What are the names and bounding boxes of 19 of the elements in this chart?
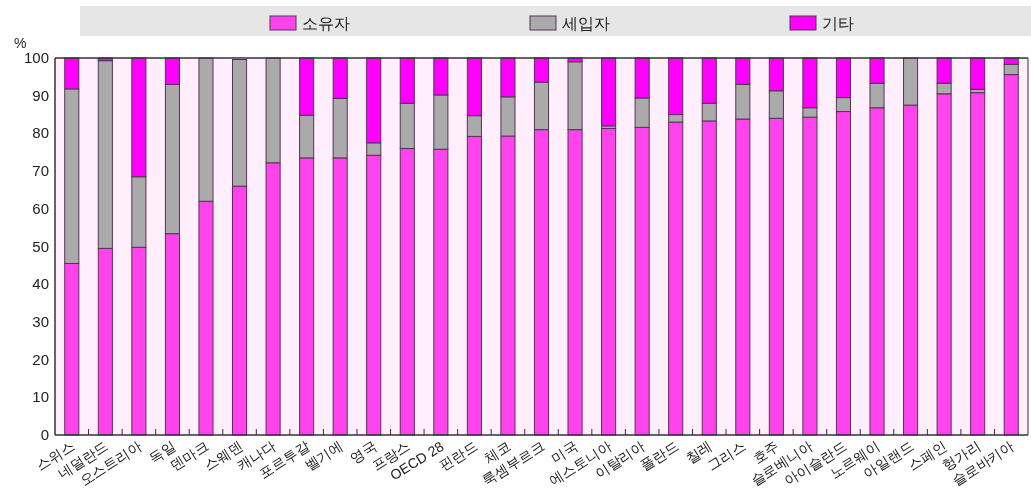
y-tick-label: 50 (32, 237, 49, 255)
y-tick-label: 60 (32, 199, 49, 217)
y-tick-label: 40 (32, 275, 49, 293)
legend-label: 세입자 (562, 15, 610, 32)
bar (601, 128, 617, 436)
bar (601, 57, 617, 127)
y-tick-label: 30 (32, 312, 49, 330)
legend-label: 기타 (822, 15, 854, 32)
y-tick-label: 100 (23, 49, 49, 66)
y-tick-label: 70 (32, 162, 49, 180)
bar (970, 92, 986, 436)
y-tick-label: 0 (40, 426, 49, 443)
y-tick-label: 90 (32, 86, 49, 104)
bar (970, 57, 986, 90)
y-tick-label: 10 (32, 388, 49, 406)
y-axis-title: % (14, 35, 27, 51)
legend-label: 소유자 (302, 15, 350, 32)
y-tick-label: 20 (32, 350, 49, 368)
y-tick-label: 80 (32, 124, 49, 142)
